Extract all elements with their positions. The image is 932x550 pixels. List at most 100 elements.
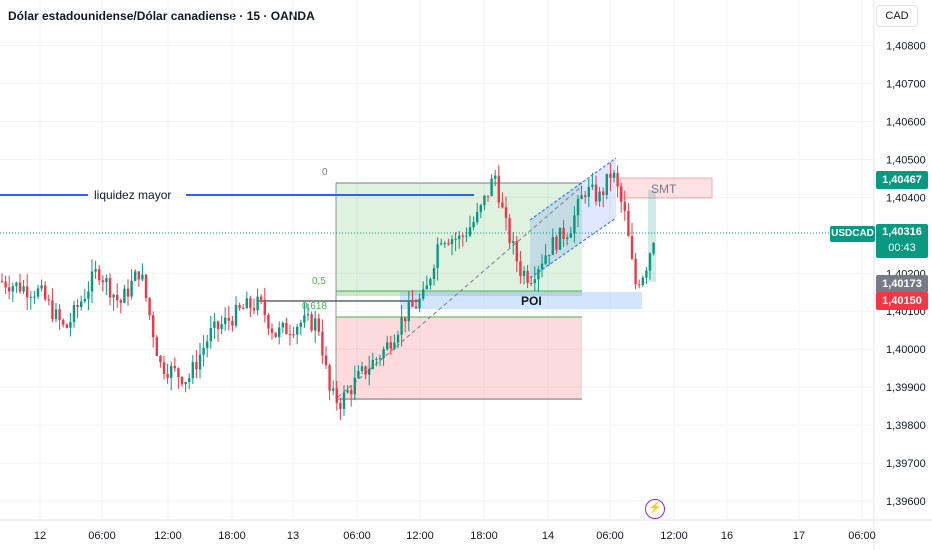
candle-body [364,366,367,375]
candle-body [148,298,151,316]
liquidity-label: liquidez mayor [94,188,171,202]
currency-selector[interactable]: CAD [876,5,918,27]
candle-body [184,381,187,385]
candle-body [494,175,497,179]
candle-body [400,317,403,335]
candle-body [332,388,335,391]
candle-body [90,271,94,292]
candle-body [54,309,58,320]
candle-body [483,195,486,206]
candle-body [454,239,457,241]
candle-body [8,287,11,292]
time-tick-label: 06:00 [596,530,624,542]
smt-price-tag: 1,40467 [876,171,928,189]
candle-body [321,331,324,356]
price-tick-label: 1,40500 [886,154,926,166]
candle-body [540,263,544,270]
lightning-bolt-icon[interactable]: ⚡ [645,499,665,519]
candle-body [407,302,410,322]
candle-body [137,271,140,280]
candle-body [202,348,205,355]
candle-body [263,299,266,315]
candle-body [198,354,202,370]
candle-body [634,258,637,285]
candle-body [112,294,115,298]
price-tick-label: 1,40700 [886,79,926,91]
candle-body [141,274,144,280]
candle-body [130,280,133,297]
candle-body [123,288,126,303]
candle-body [216,321,220,330]
candle-body [598,191,601,202]
candle-body [490,178,493,196]
candle-body [436,244,439,269]
candle-body [0,280,4,282]
trend-dashed-line[interactable] [337,185,583,398]
candle-body [357,370,360,378]
candle-body [620,186,623,202]
candle-body [544,255,547,264]
price-tick-label: 1,39700 [886,458,926,470]
time-axis[interactable]: 12 06:00 12:00 18:00 13 06:00 12:00 18:00 14 06:0… [34,530,876,542]
candle-body [576,198,580,216]
candle-body [306,314,310,316]
candle-body [627,210,630,237]
candle-body [465,235,468,237]
grey-price-tag: 1,40173 [876,275,928,293]
candle-body [72,305,76,322]
candle-body [389,342,392,349]
candle-body [508,218,511,244]
candle-body [526,270,529,284]
fib-05-label: 0,5 [312,276,326,287]
fib-05-band [336,291,582,296]
time-tick-label: 12:00 [154,530,182,542]
candle-body [116,294,119,301]
candle-body [630,236,634,259]
position-loss-zone[interactable] [336,317,582,400]
candle-body [425,285,428,290]
candle-body [94,269,97,272]
candle-body [360,366,364,371]
candle-body [378,358,382,360]
candle-body [242,308,245,310]
candle-body [396,334,400,343]
price-tick-label: 1,40400 [886,192,926,204]
candle-body [173,365,176,369]
candle-body [501,202,504,208]
candle-body [584,195,587,197]
current-price-value: 1,40316 [882,226,922,238]
candle-body [386,342,389,350]
candle-body [303,315,306,323]
current-price-tag: 1,40316 00:43 [876,224,928,258]
channel-bottom-line [529,217,617,279]
candle-body [310,314,313,331]
candle-body [328,365,331,391]
candle-body [18,282,22,292]
candle-body [548,254,551,256]
candle-body [119,300,122,303]
candle-body [15,282,18,287]
price-tick-label: 1,40800 [886,41,926,53]
chart-title: Dólar estadounidense/Dólar canadiense · … [8,9,315,23]
poi-zone[interactable] [400,292,642,309]
candle-body [476,212,479,222]
candle-body [155,337,158,357]
candle-body [314,318,317,331]
candle-body [69,321,72,328]
candle-body [609,173,612,178]
time-tick-label: 14 [542,530,554,542]
candle-body [418,298,421,309]
candle-body [270,328,274,333]
candle-body [512,241,515,244]
candle-body [648,253,652,271]
candle-body [371,359,374,369]
time-tick-label: 12:00 [660,530,688,542]
candle-body [227,317,230,321]
candle-body [612,172,616,178]
time-tick-label: 12:00 [406,530,434,542]
price-axis[interactable]: 1,408001,407001,406001,405001,404001,402… [886,41,926,508]
parallel-channel[interactable] [530,158,616,278]
channel-top-line [529,157,617,221]
candle-body [335,388,338,404]
